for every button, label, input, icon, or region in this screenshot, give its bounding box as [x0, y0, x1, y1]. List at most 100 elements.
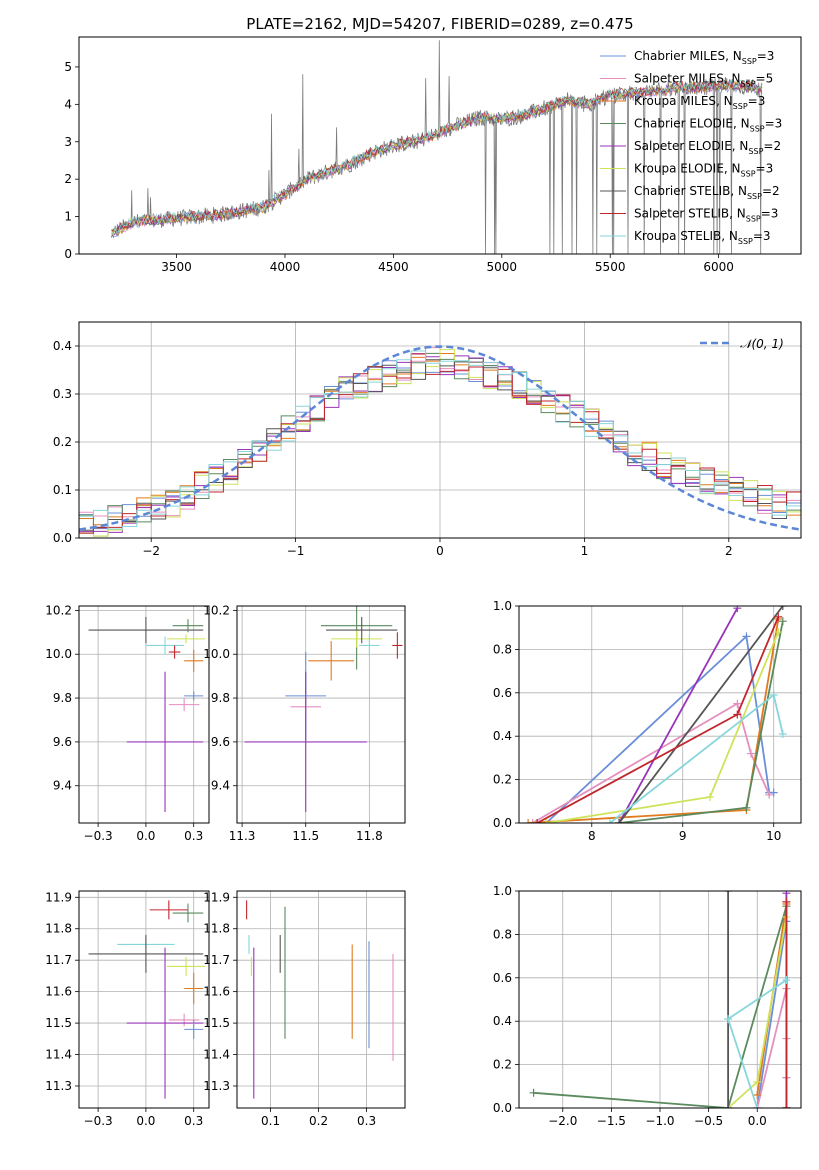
weight-point-marker	[605, 819, 614, 823]
model-spectrum	[111, 79, 763, 236]
x-tick-label: 0.0	[748, 1114, 767, 1128]
weight-point-marker	[528, 819, 537, 823]
weight-point-marker	[765, 790, 774, 799]
legend-sub: SSP	[733, 102, 748, 111]
y-tick-label: 0.8	[493, 927, 512, 941]
axes-frame	[518, 605, 802, 824]
weight-point-marker	[746, 749, 755, 758]
y-tick-label: 0.0	[493, 816, 512, 830]
legend-sub: SSP	[748, 147, 763, 156]
x-tick-label: −1	[287, 544, 305, 558]
weight-point-marker	[724, 1015, 733, 1024]
y-tick-label: 0.2	[53, 435, 72, 449]
y-tick-label: 11.3	[45, 1079, 72, 1093]
y-tick-label: 11.8	[203, 922, 230, 936]
y-tick-label: 4	[64, 97, 72, 111]
x-tick-label: 10	[766, 829, 781, 843]
y-tick-label: 11.6	[45, 985, 72, 999]
y-tick-label: 11.6	[203, 985, 230, 999]
legend-entry: Chabrier MILES, NSSP=3	[634, 49, 774, 66]
y-tick-label: 11.3	[203, 1079, 230, 1093]
y-tick-label: 11.9	[203, 890, 230, 904]
y-tick-label: 0.6	[493, 971, 512, 985]
legend-text: Salpeter MILES, N	[634, 72, 741, 86]
weight-point-marker	[742, 632, 751, 641]
legend-text: Salpeter STELIB, N	[634, 207, 746, 221]
weight-point-marker	[742, 803, 751, 812]
y-tick-label: 11.9	[45, 890, 72, 904]
figure-title: PLATE=2162, MJD=54207, FIBERID=0289, z=0…	[246, 15, 633, 33]
weight-point-marker	[724, 891, 733, 895]
weight-point-marker	[778, 606, 787, 610]
y-tick-label: 1.0	[493, 599, 512, 613]
weight-point-marker	[753, 1077, 762, 1086]
legend-sub: SSP	[742, 57, 757, 66]
y-tick-label: 9.8	[53, 691, 72, 705]
chart-mass-vs-ebv: 0.1 0.2 0.3 11.3 11.4 11.5 11.6 11.7 11.8 11.9	[203, 890, 406, 1128]
weight-point-marker	[778, 730, 787, 739]
weight-series-line	[533, 905, 788, 1108]
legend-text: Kroupa MILES, N	[634, 94, 733, 108]
plot-marks	[111, 40, 763, 254]
plot-marks	[88, 900, 206, 1099]
weight-point-marker	[782, 891, 791, 898]
y-tick-label: 0.0	[53, 531, 72, 545]
x-tick-label: 0.0	[136, 829, 155, 843]
y-tick-label: 9.4	[211, 779, 230, 793]
x-tick-label: 0.0	[136, 1114, 155, 1128]
weight-series-line	[532, 702, 771, 823]
plot-marks	[88, 616, 206, 813]
legend-sub: SSP	[738, 237, 753, 246]
y-tick-label: 10.0	[203, 647, 230, 661]
weight-point-marker	[782, 1104, 791, 1108]
weight-point-marker	[529, 1088, 538, 1097]
y-tick-label: 5	[64, 60, 72, 74]
residuals-legend: 𝒩(0, 1)	[700, 337, 784, 351]
axes-frame	[78, 36, 802, 255]
weight-point-marker	[706, 792, 715, 801]
legend-text: Kroupa ELODIE, N	[634, 162, 741, 176]
y-tick-label: 11.8	[45, 922, 72, 936]
axes-frame	[78, 890, 210, 1109]
legend-entry: Kroupa MILES, NSSP=3	[634, 94, 765, 111]
legend-entry: Kroupa ELODIE, NSSP=3	[634, 162, 773, 179]
chart-age-vs-mass: 11.3 11.5 11.8 9.4 9.6 9.8 10.0 10.2	[203, 603, 406, 843]
y-tick-label: 11.7	[203, 953, 230, 967]
x-tick-label: −1.5	[597, 1114, 626, 1128]
y-tick-label: 10.2	[203, 603, 230, 617]
legend-text: Chabrier STELIB, N	[634, 184, 747, 198]
weight-point-marker	[753, 1090, 762, 1099]
x-tick-label: −0.3	[84, 829, 113, 843]
x-tick-label: 5000	[487, 260, 518, 274]
x-tick-label: 6000	[703, 260, 734, 274]
chart-mass-vs-Z: −0.3 0.0 0.3 11.3 11.4 11.5 11.6 11.7 11.8 11.9	[45, 890, 210, 1128]
legend-entry: Chabrier ELODIE, NSSP=3	[634, 117, 782, 134]
legend-text: Chabrier ELODIE, N	[634, 117, 750, 131]
y-tick-label: 0.8	[493, 642, 512, 656]
x-tick-label: 0.2	[309, 1114, 328, 1128]
y-tick-label: 0.1	[53, 483, 72, 497]
legend-sub: SSP	[747, 192, 762, 201]
x-tick-label: 3500	[161, 260, 192, 274]
weight-point-marker	[753, 1104, 762, 1108]
y-tick-label: 1.0	[493, 884, 512, 898]
weight-point-marker	[615, 819, 624, 823]
y-tick-label: 11.7	[45, 953, 72, 967]
legend-entry: Salpeter STELIB, NSSP=3	[634, 207, 778, 224]
y-tick-label: 0.0	[493, 1101, 512, 1115]
weight-point-marker	[782, 975, 791, 984]
y-tick-label: 0.4	[493, 1014, 512, 1028]
chart-mass-weight-vs-age: 8 9 10 0.0 0.2 0.4 0.6 0.8 1.0	[493, 599, 802, 843]
y-tick-label: 0.4	[493, 729, 512, 743]
x-tick-label: 11.5	[292, 829, 319, 843]
weight-point-marker	[778, 617, 787, 626]
plot-marks	[246, 900, 394, 1099]
legend-suffix: =2	[762, 184, 780, 198]
chart-spectrum: 3500 4000 4500 5000 5500 6000 0 1 2 3 4 5 Chabrier M…	[64, 36, 802, 274]
y-tick-label: 0.6	[493, 686, 512, 700]
y-tick-label: 0.3	[53, 387, 72, 401]
normal-reference-curve	[79, 345, 801, 531]
plot-marks	[524, 606, 787, 823]
weight-point-marker	[533, 819, 542, 823]
